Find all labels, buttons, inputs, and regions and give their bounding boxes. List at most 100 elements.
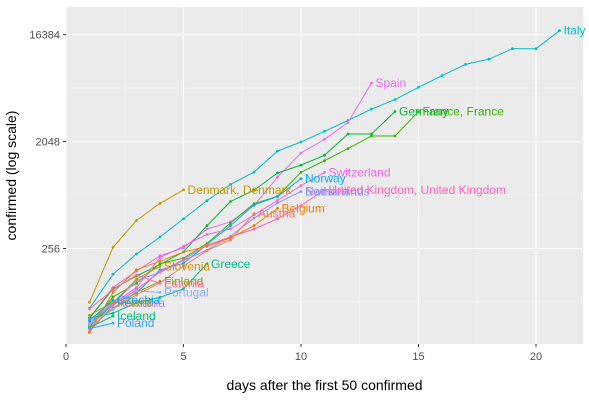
data-point — [111, 314, 115, 318]
x-tick-label: 5 — [180, 351, 186, 363]
data-point — [135, 219, 138, 222]
data-point — [111, 288, 115, 292]
series-label: United Kingdom, United Kingdom — [329, 183, 506, 197]
data-point — [276, 149, 279, 153]
data-point — [346, 121, 350, 124]
data-point — [135, 301, 138, 305]
series-line — [89, 315, 114, 329]
series-label: Slovenia — [164, 259, 210, 273]
data-point — [158, 262, 162, 265]
series-layer — [88, 29, 561, 334]
data-point — [252, 212, 256, 216]
data-point — [182, 244, 185, 248]
data-point — [370, 81, 373, 85]
data-point — [158, 202, 162, 205]
data-point — [464, 63, 467, 66]
series-label: Portugal — [164, 285, 209, 299]
data-point — [182, 287, 185, 291]
data-point — [252, 224, 256, 228]
data-point — [158, 256, 162, 260]
data-point — [88, 307, 91, 311]
plot-panel — [66, 7, 583, 344]
data-point — [182, 261, 185, 265]
data-point — [111, 272, 115, 276]
data-point — [323, 159, 326, 163]
data-point — [276, 199, 279, 202]
minor-gridlines — [66, 7, 583, 344]
data-point — [229, 200, 232, 203]
data-point — [252, 216, 256, 220]
data-point — [276, 171, 279, 175]
series-label: Ireland — [117, 295, 154, 309]
data-point — [299, 177, 303, 181]
data-point — [252, 203, 256, 207]
data-point — [182, 250, 185, 254]
data-point — [276, 206, 279, 210]
series-label: Czechia — [117, 293, 161, 307]
series-line — [89, 274, 161, 310]
series-label: Estonia — [164, 276, 204, 290]
data-point — [182, 258, 185, 262]
data-point — [205, 224, 209, 228]
series-label: France, France — [423, 105, 505, 119]
series-denmark — [88, 188, 185, 304]
data-point — [440, 74, 444, 78]
data-point — [88, 319, 91, 322]
data-point — [111, 303, 115, 307]
data-point — [323, 129, 326, 133]
data-point — [276, 175, 279, 179]
data-point — [323, 137, 326, 141]
data-point — [205, 233, 209, 236]
x-tick-label: 10 — [295, 351, 307, 363]
data-point — [135, 277, 138, 281]
series-label: Denmark, Denmark — [188, 183, 293, 197]
series-label: Romania — [117, 296, 165, 310]
series-label: Iceland — [117, 309, 156, 323]
data-point — [111, 308, 115, 311]
data-point — [111, 298, 115, 302]
data-point — [205, 244, 209, 248]
y-tick-label: 16384 — [29, 30, 60, 42]
y-tick-label: 256 — [42, 244, 60, 256]
data-point — [323, 188, 326, 192]
data-point — [158, 235, 162, 239]
data-point — [205, 227, 209, 231]
data-point — [135, 273, 138, 277]
data-point — [158, 259, 162, 263]
data-point — [182, 188, 185, 192]
data-point — [158, 296, 162, 299]
series-portugal — [88, 289, 162, 326]
data-point — [135, 286, 138, 289]
series-czechia — [88, 298, 115, 322]
data-point — [158, 264, 162, 268]
data-point — [299, 140, 303, 144]
series-line — [89, 111, 396, 319]
series-label: Netherlands — [305, 185, 370, 199]
data-point — [158, 270, 162, 274]
data-point — [229, 183, 232, 186]
data-point — [135, 289, 138, 293]
data-point — [370, 132, 373, 136]
data-point — [88, 322, 91, 326]
data-point — [111, 311, 115, 315]
data-point — [299, 190, 303, 193]
data-point — [111, 295, 115, 299]
data-point — [111, 300, 115, 304]
data-point — [393, 134, 397, 138]
data-point — [346, 147, 350, 151]
data-point — [111, 321, 115, 325]
data-point — [276, 195, 279, 199]
data-point — [299, 151, 303, 155]
data-point — [205, 249, 209, 253]
data-point — [229, 224, 232, 228]
data-point — [158, 282, 162, 285]
series-poland — [88, 321, 115, 330]
data-point — [299, 163, 303, 167]
series-label: Greece — [211, 257, 251, 271]
data-point — [252, 227, 256, 231]
y-tick-label: 2048 — [36, 137, 60, 149]
series-label: Germany — [399, 104, 448, 118]
series-line — [89, 290, 161, 325]
